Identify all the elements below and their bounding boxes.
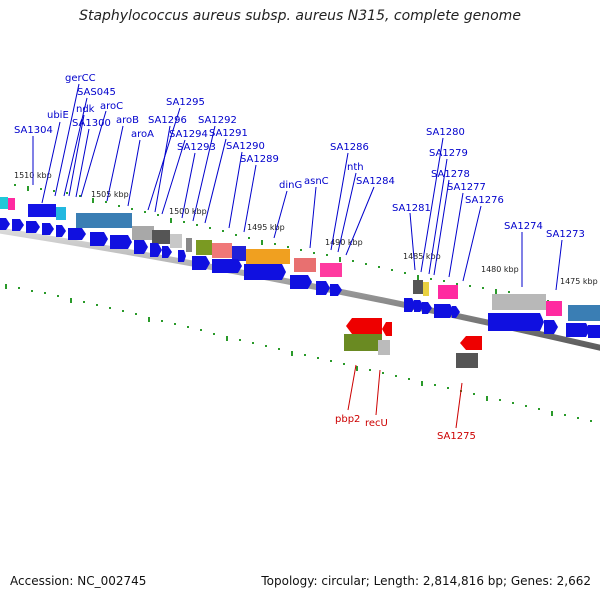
kbp-label: 1485 kbp bbox=[403, 252, 441, 261]
genome-title: Staphylococcus aureus subsp. aureus N315… bbox=[79, 8, 521, 24]
kbp-label: 1505 kbp bbox=[91, 190, 129, 199]
gene-label: pbp2 bbox=[335, 414, 360, 425]
gene-label: aroB bbox=[116, 115, 139, 126]
gene-label: ubiE bbox=[47, 110, 69, 121]
kbp-label: 1480 kbp bbox=[481, 265, 519, 274]
kbp-label: 1490 kbp bbox=[325, 238, 363, 247]
gene-label: SA1277 bbox=[447, 182, 486, 193]
gene-label: SA1278 bbox=[431, 169, 470, 180]
gene-label: SA1294 bbox=[169, 129, 208, 140]
bottom-gene-labels: pbp2 recU SA1275 bbox=[335, 414, 476, 442]
gene-label: SA1280 bbox=[426, 127, 465, 138]
gene-label: SA1304 bbox=[14, 125, 53, 136]
gene-label: SA1295 bbox=[166, 97, 205, 108]
gene-label: gerCC bbox=[65, 73, 96, 84]
gene-label: ndk bbox=[76, 104, 95, 115]
gene-label: SA1284 bbox=[356, 176, 395, 187]
gene-label: SA1273 bbox=[546, 229, 585, 240]
gene-label: SA1290 bbox=[226, 141, 265, 152]
accession-text: Accession: NC_002745 bbox=[10, 574, 147, 588]
gene-label: SA1300 bbox=[72, 118, 111, 129]
gene-label: SA1279 bbox=[429, 148, 468, 159]
gene-label: aroC bbox=[100, 101, 123, 112]
gene-label: recU bbox=[365, 418, 388, 429]
top-label-leaders bbox=[32, 83, 563, 291]
feature-track bbox=[0, 197, 600, 321]
gene-label: SA1289 bbox=[240, 154, 279, 165]
gene-label: aroA bbox=[131, 129, 154, 140]
gene-label: SA1286 bbox=[330, 142, 369, 153]
tick-track-inner bbox=[5, 284, 592, 422]
gene-label: dinG bbox=[279, 180, 302, 191]
top-gene-labels: SA1304 ubiE gerCC SAS045 ndk SA1300 aroC… bbox=[14, 73, 585, 240]
gene-label: SA1291 bbox=[209, 128, 248, 139]
gene-label: SA1292 bbox=[198, 115, 237, 126]
gene-label: nth bbox=[347, 162, 364, 173]
gene-label: SA1296 bbox=[148, 115, 187, 126]
bottom-label-leaders bbox=[347, 364, 463, 429]
gene-label: SA1274 bbox=[504, 221, 543, 232]
gene-label: SAS045 bbox=[77, 87, 116, 98]
gene-label: SA1293 bbox=[177, 142, 216, 153]
kbp-label: 1475 kbp bbox=[560, 277, 598, 286]
forward-genes bbox=[0, 218, 600, 338]
kbp-label: 1495 kbp bbox=[247, 223, 285, 232]
genome-summary: Topology: circular; Length: 2,814,816 bp… bbox=[261, 574, 591, 588]
kbp-label: 1500 kbp bbox=[169, 207, 207, 216]
gene-label: SA1281 bbox=[392, 203, 431, 214]
gene-label: SA1276 bbox=[465, 195, 504, 206]
genome-backbone bbox=[0, 227, 600, 351]
gene-label: asnC bbox=[304, 176, 329, 187]
reverse-genes bbox=[344, 318, 482, 368]
gene-label: SA1275 bbox=[437, 431, 476, 442]
